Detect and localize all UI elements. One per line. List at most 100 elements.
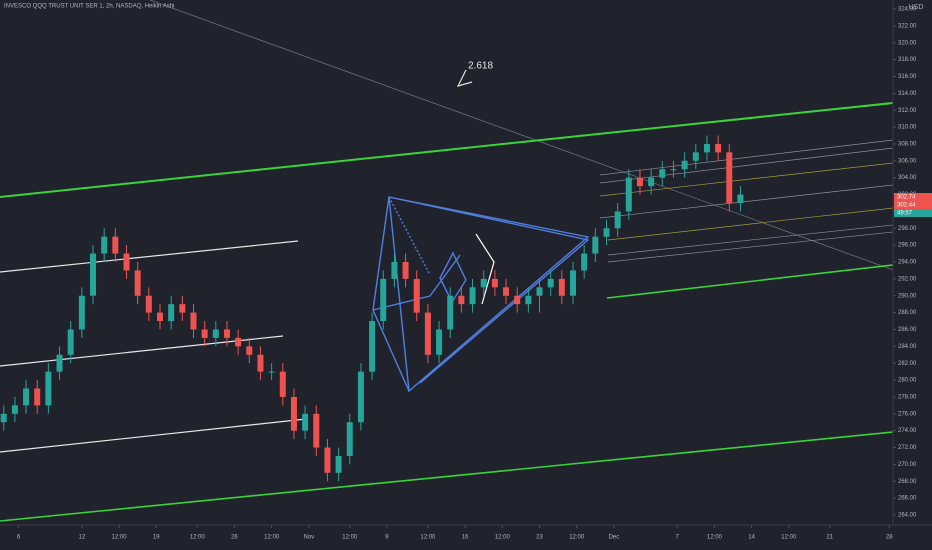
y-tick-label: 318.00 xyxy=(898,57,917,63)
candle-body xyxy=(424,312,431,355)
candle-body xyxy=(45,371,52,406)
candle-body xyxy=(525,295,532,305)
candle-body xyxy=(592,236,599,254)
candle-body xyxy=(413,278,420,313)
x-tick-label: 21 xyxy=(826,535,833,541)
candle-body xyxy=(692,152,699,161)
x-tick-label: 12:00 xyxy=(495,535,511,541)
candle-body xyxy=(212,329,219,338)
candle-body xyxy=(558,278,565,296)
y-tick-label: 296.00 xyxy=(898,243,917,249)
x-tick-label: 28 xyxy=(886,535,893,541)
candle-body xyxy=(625,177,632,212)
candle-body xyxy=(290,396,297,431)
parallel-lines xyxy=(599,139,894,263)
candle-body xyxy=(56,354,63,372)
x-tick-label: 14 xyxy=(748,535,755,541)
candle-body xyxy=(112,236,119,254)
candle-body xyxy=(0,413,7,423)
x-tick-label: Nov xyxy=(303,535,314,541)
candle-body xyxy=(402,262,409,279)
channel-line xyxy=(0,431,894,522)
candle-body xyxy=(324,447,331,473)
y-tick-label: 324.00 xyxy=(898,7,917,13)
x-tick-label: 12:00 xyxy=(569,535,585,541)
candle-body xyxy=(715,143,722,153)
candle-body xyxy=(335,455,342,473)
y-tick-label: 294.00 xyxy=(898,260,917,266)
trend-line xyxy=(149,0,894,271)
parallel-lines xyxy=(599,162,894,241)
candle-body xyxy=(201,329,208,338)
candle-body xyxy=(223,329,230,338)
candle-body xyxy=(90,253,97,296)
x-tick-label: 16 xyxy=(462,535,469,541)
candle-body xyxy=(235,337,242,347)
candle-body xyxy=(346,422,353,456)
candle-body xyxy=(302,413,309,431)
candle-body xyxy=(179,304,186,313)
x-tick-label: 12:00 xyxy=(112,535,128,541)
y-tick-label: 280.00 xyxy=(898,378,917,384)
candle-body xyxy=(67,329,74,355)
candle-body xyxy=(313,413,320,448)
price-axis xyxy=(893,0,932,550)
y-tick-label: 282.00 xyxy=(898,361,917,367)
channel-line xyxy=(0,240,299,273)
candle-body xyxy=(726,152,733,203)
x-tick-label: 6 xyxy=(17,535,21,541)
candle-body xyxy=(190,312,197,330)
x-tick-label: 26 xyxy=(231,535,238,541)
price-label-bg xyxy=(894,209,932,217)
x-tick-label: 12 xyxy=(79,535,86,541)
candle-body xyxy=(491,278,498,288)
x-tick-label: 7 xyxy=(676,535,680,541)
candle-body xyxy=(614,211,621,229)
y-tick-label: 274.00 xyxy=(898,428,917,434)
channel-line xyxy=(0,418,307,453)
y-tick-label: 284.00 xyxy=(898,344,917,350)
candle-body xyxy=(670,169,677,171)
x-tick-label: 9 xyxy=(385,535,389,541)
candle-body xyxy=(268,371,275,373)
arrow xyxy=(456,69,473,87)
x-tick-label: Dec xyxy=(609,535,620,541)
channel-line xyxy=(0,102,894,198)
candle-body xyxy=(681,160,688,170)
candle-body xyxy=(570,270,577,296)
candle-body xyxy=(78,295,85,330)
y-tick-label: 298.00 xyxy=(898,226,917,232)
candle-body xyxy=(279,371,286,397)
price-label: 302.44 xyxy=(897,203,916,209)
y-tick-label: 292.00 xyxy=(898,276,917,282)
candle-body xyxy=(547,278,554,288)
x-tick-label: 12:00 xyxy=(420,535,436,541)
candle-body xyxy=(447,295,454,330)
y-tick-label: 272.00 xyxy=(898,445,917,451)
drawings xyxy=(0,0,894,522)
candle-body xyxy=(391,262,398,279)
y-tick-label: 308.00 xyxy=(898,142,917,148)
candle-body xyxy=(469,287,476,305)
y-tick-label: 316.00 xyxy=(898,74,917,80)
candle-body xyxy=(257,354,264,372)
x-tick-label: 12:00 xyxy=(264,535,280,541)
candle-body xyxy=(536,287,543,296)
candle-body xyxy=(145,295,152,313)
candle-body xyxy=(458,295,465,305)
chart-title: INVESCO QQQ TRUST UNIT SER 1, 2h, NASDAQ… xyxy=(4,4,174,10)
candle-body xyxy=(357,371,364,423)
candle-body xyxy=(581,253,588,271)
price-label: 49:57 xyxy=(897,211,913,217)
candle-body xyxy=(11,405,18,414)
candle-body xyxy=(603,228,610,237)
candle-body xyxy=(123,253,130,271)
candle-body xyxy=(23,388,30,406)
price-label: 302.74 xyxy=(897,195,916,201)
y-tick-label: 310.00 xyxy=(898,125,917,131)
y-tick-label: 304.00 xyxy=(898,175,917,181)
candle-body xyxy=(34,388,41,406)
channel-line xyxy=(606,264,894,299)
